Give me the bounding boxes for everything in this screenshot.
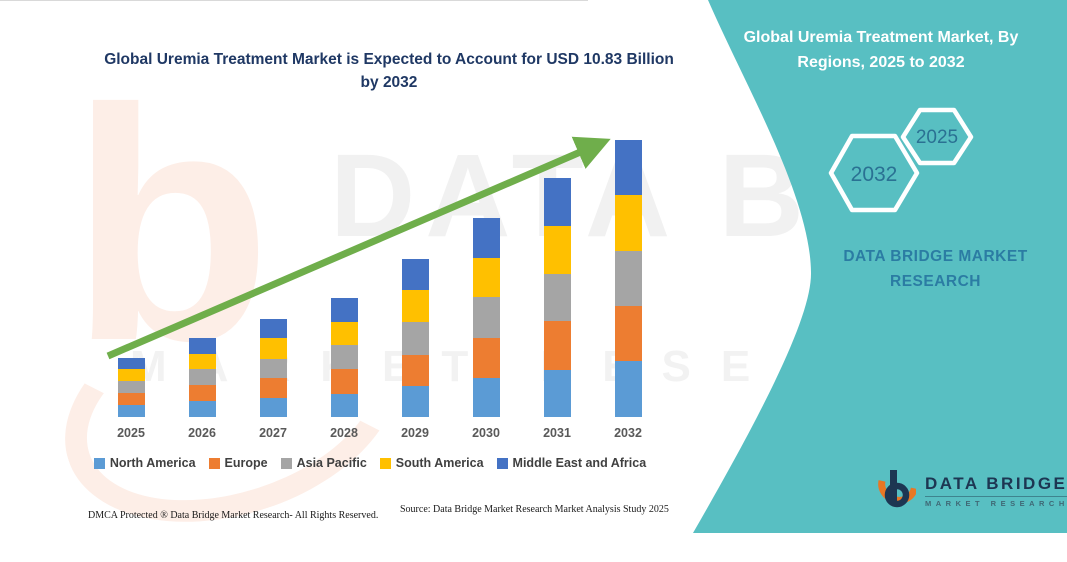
- bar-segment-south-america: [472, 257, 500, 298]
- legend-item-south-america: South America: [379, 456, 484, 470]
- bar-segment-europe: [117, 392, 145, 405]
- bar-segment-south-america: [614, 194, 642, 251]
- stacked-bar-2025: [117, 357, 145, 417]
- legend-item-north-america: North America: [93, 456, 196, 470]
- bar-segment-middle-east-and-africa: [188, 337, 216, 354]
- bar-segment-middle-east-and-africa: [259, 318, 287, 339]
- bar-segment-europe: [259, 377, 287, 398]
- bar-segment-middle-east-and-africa: [330, 297, 358, 322]
- bar-segment-south-america: [401, 289, 429, 322]
- x-axis-label: 2029: [401, 426, 429, 440]
- legend-item-asia-pacific: Asia Pacific: [280, 456, 367, 470]
- legend-label: North America: [109, 456, 196, 470]
- stacked-bar-2028: [330, 297, 358, 417]
- bar-segment-europe: [472, 337, 500, 378]
- bar-segment-north-america: [614, 360, 642, 417]
- bar-segment-north-america: [330, 393, 358, 417]
- bar-segment-south-america: [188, 353, 216, 370]
- trend-arrow-icon: [106, 136, 611, 360]
- bar-segment-europe: [543, 320, 571, 370]
- stacked-bar-2030: [472, 217, 500, 417]
- hexagon-2025-label: 2025: [916, 127, 958, 148]
- bar-segment-south-america: [117, 369, 145, 382]
- dbmr-logo-mark-icon: [878, 470, 916, 508]
- bar-segment-north-america: [259, 397, 287, 417]
- brand-text: DATA BRIDGE MARKET RESEARCH: [843, 248, 1028, 290]
- x-axis-label: 2031: [543, 426, 571, 440]
- bar-segment-north-america: [472, 377, 500, 417]
- bar-segment-middle-east-and-africa: [401, 258, 429, 290]
- legend-label: Europe: [224, 456, 268, 470]
- bar-segment-middle-east-and-africa: [117, 357, 145, 370]
- legend-swatch-icon: [208, 457, 220, 469]
- bar-segment-north-america: [188, 401, 216, 417]
- bar-segment-north-america: [543, 369, 571, 417]
- bar-segment-asia-pacific: [401, 322, 429, 355]
- chart-title: Global Uremia Treatment Market is Expect…: [104, 51, 674, 92]
- x-axis-label: 2032: [614, 426, 642, 440]
- bar-segment-middle-east-and-africa: [543, 178, 571, 226]
- bar-segment-europe: [188, 385, 216, 402]
- x-axis-line: [0, 0, 588, 1]
- bar-segment-middle-east-and-africa: [472, 217, 500, 258]
- x-axis-label: 2027: [259, 426, 287, 440]
- footer-dmca-text: DMCA Protected ® Data Bridge Market Rese…: [88, 510, 379, 521]
- legend-swatch-icon: [93, 457, 105, 469]
- hexagon-badges: 2032 2025: [828, 107, 974, 213]
- legend-item-middle-east-and-africa: Middle East and Africa: [496, 456, 647, 470]
- hexagon-2032-label: 2032: [851, 163, 898, 186]
- bar-segment-middle-east-and-africa: [614, 140, 642, 195]
- bar-segment-asia-pacific: [259, 358, 287, 378]
- bar-segment-europe: [330, 368, 358, 394]
- dbmr-logo: DATA BRIDGE MARKET RESEARCH: [874, 468, 1067, 514]
- stacked-bar-2026: [188, 337, 216, 417]
- x-axis-label: 2030: [472, 426, 500, 440]
- legend-swatch-icon: [280, 457, 292, 469]
- bar-segment-north-america: [117, 404, 145, 417]
- bar-segment-north-america: [401, 386, 429, 417]
- bar-segment-south-america: [543, 225, 571, 274]
- stacked-bar-2029: [401, 258, 429, 417]
- legend-swatch-icon: [496, 457, 508, 469]
- bar-segment-asia-pacific: [614, 250, 642, 307]
- bar-segment-asia-pacific: [472, 297, 500, 338]
- x-axis-label: 2026: [188, 426, 216, 440]
- bar-segment-asia-pacific: [188, 369, 216, 386]
- bar-segment-europe: [614, 306, 642, 361]
- bar-segment-south-america: [259, 338, 287, 359]
- legend-label: South America: [395, 456, 484, 470]
- x-axis-label: 2028: [330, 426, 358, 440]
- bar-segment-south-america: [330, 321, 358, 345]
- stacked-bar-2032: [614, 140, 642, 417]
- bar-segment-europe: [401, 354, 429, 386]
- panel-title: Global Uremia Treatment Market, By Regio…: [743, 29, 1019, 71]
- teal-panel-shape: [693, 0, 1067, 533]
- x-axis-label: 2025: [117, 426, 145, 440]
- stacked-bar-2031: [543, 178, 571, 417]
- hexagon-2025: [900, 107, 974, 166]
- bar-segment-asia-pacific: [117, 381, 145, 393]
- footer-source-text: Source: Data Bridge Market Research Mark…: [400, 504, 669, 515]
- plot-area: 2025 2026 2027 2028 2029 2030 2031 2032: [0, 0, 642, 440]
- legend-label: Middle East and Africa: [512, 456, 647, 470]
- stacked-bar-2027: [259, 318, 287, 417]
- legend-swatch-icon: [379, 457, 391, 469]
- hexagon-2032: [828, 133, 920, 213]
- bar-segment-asia-pacific: [330, 344, 358, 369]
- chart-legend: North America Europe Asia Pacific South Ame…: [55, 456, 685, 470]
- watermark-logo-b-icon: b: [70, 40, 272, 409]
- legend-item-europe: Europe: [208, 456, 268, 470]
- bar-segment-asia-pacific: [543, 273, 571, 321]
- legend-label: Asia Pacific: [296, 456, 367, 470]
- dbmr-logo-name: DATA BRIDGE: [925, 474, 1067, 493]
- dbmr-logo-subtitle: MARKET RESEARCH: [925, 496, 1067, 508]
